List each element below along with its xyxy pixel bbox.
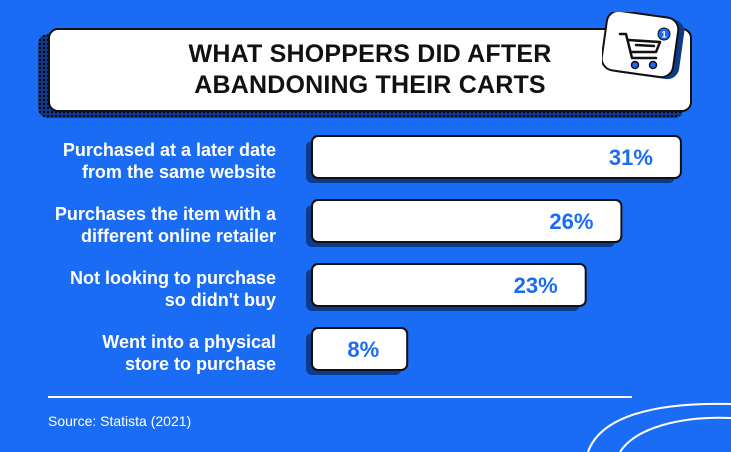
value-label-4: 8% bbox=[347, 337, 379, 362]
cart-count: 1 bbox=[661, 30, 666, 40]
shopping-cart-icon: 1 bbox=[602, 12, 685, 80]
bar-4 bbox=[311, 327, 409, 371]
chart-title: WHAT SHOPPERS DID AFTER ABANDONING THEIR… bbox=[188, 40, 552, 99]
bar-2 bbox=[311, 199, 623, 243]
bar-1 bbox=[311, 135, 682, 179]
value-label-1: 31% bbox=[609, 145, 653, 170]
decorative-curves bbox=[587, 402, 731, 452]
value-label-2: 26% bbox=[549, 209, 593, 234]
category-label-3: Not looking to purchase so didn't buy bbox=[70, 268, 276, 310]
category-label-1: Purchased at a later date from the same w… bbox=[63, 140, 276, 182]
bar-3 bbox=[311, 263, 587, 307]
title-box: WHAT SHOPPERS DID AFTER ABANDONING THEIR… bbox=[48, 28, 692, 112]
footer-divider bbox=[48, 396, 632, 398]
category-label-4: Went into a physical store to purchase bbox=[102, 332, 276, 374]
source-text: Source: Statista (2021) bbox=[48, 413, 192, 429]
category-label-2: Purchases the item with a different onlin… bbox=[55, 204, 277, 246]
value-label-3: 23% bbox=[514, 273, 558, 298]
